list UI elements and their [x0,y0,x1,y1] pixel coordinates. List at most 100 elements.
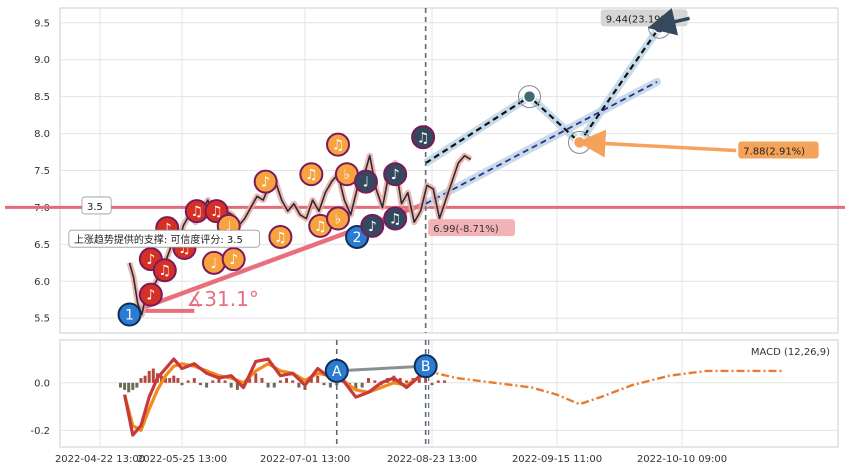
price-ytick-label: 7.5 [34,166,50,177]
marker-label: ♩ [211,256,218,272]
macd-hist-bar [147,370,151,383]
macd-hist-bar [417,375,421,383]
macd-hist-bar [198,382,202,386]
macd-hist-bar [260,378,264,383]
note-marker: ♫ [184,199,209,224]
macd-marker-label: B [421,359,431,375]
macd-hist-bar [254,373,258,383]
macd-hist-bar [335,382,339,386]
annotation-box [68,229,260,248]
note-marker: ♩ [353,169,378,194]
macd-hist-bar [192,378,196,383]
marker-label: ♭ [344,167,351,183]
marker-label: ♪ [229,252,238,268]
marker-label: ♪ [146,252,155,268]
note-marker: ♫ [326,132,351,157]
macd-hist-bar [328,382,332,388]
marker-label: ♫ [314,219,327,235]
xtick-label: 2022-07-01 13:00 [260,454,350,465]
marker-label: ♫ [190,204,203,220]
macd-hist-bar [131,382,135,390]
note-marker: ♫ [152,258,177,283]
macd-hist-bar [186,380,190,383]
macd-hist-bar [430,382,434,386]
angle-label: ∡31.1° [186,287,258,311]
marker-label: ♫ [305,167,318,183]
marker-circle [383,206,408,231]
xtick-label: 2022-04-22 13:00 [55,454,145,465]
macd-signal-line [123,362,427,432]
marker-label: ♫ [332,138,345,154]
marker-circle [117,302,142,327]
macd-hist-bar [229,382,233,388]
annotation-box [428,219,515,237]
macd-hist-bar [164,378,168,383]
macd-hist-bar [405,380,409,383]
annotation-text: 3.5 [87,202,103,213]
marker-circle [268,224,293,249]
marker-label: ♫ [417,130,430,146]
marker-label: ♫ [274,230,287,246]
annotation-box [738,141,819,159]
marker-circle [383,162,408,187]
macd-hist-bar [211,380,215,383]
note-marker: ♪ [138,282,163,307]
note-marker: ♩ [201,250,226,275]
marker-label: ♪ [163,221,172,237]
marker-circle [152,258,177,283]
projection-node [522,89,537,104]
macd-hist-bar [398,378,402,383]
macd-hist-bar [223,380,227,383]
macd-hist-bar [272,382,276,388]
annotation-arrow [647,8,690,36]
macd-hist-bar [235,382,239,390]
macd-marker-label: A [332,364,342,380]
marker-label: 2 [353,230,362,246]
macd-hist-bar [160,375,163,383]
price-panel: 5.56.06.57.07.58.08.59.09.5∡31.1°12♪♪♫♪♫… [5,7,845,334]
macd-hist-bar [119,382,122,388]
macd-hist-bar [127,382,131,393]
macd-hist-bar [151,368,155,383]
macd-hist-bar [436,380,440,383]
note-marker: ♫ [299,162,324,187]
marker-label: ♫ [210,204,223,220]
marker-label: ♪ [391,167,400,183]
xtick-label: 2022-05-25 13:00 [137,454,227,465]
note-marker: ♫ [268,224,293,249]
macd-hist-bar [443,380,446,383]
macd-hist-bar [139,378,143,383]
annotation-arrow [577,129,737,158]
annotation-3: 上涨趋势提供的支撑: 可信度评分: 3.5 [68,229,260,248]
annotation-4: 3.5 [81,196,112,215]
marker-label: ♪ [261,175,270,191]
ab-connector [336,364,426,373]
marker-circle [221,247,246,272]
macd-hist-bar [373,380,377,383]
note-marker: ♭ [326,206,351,231]
projection-high-line [425,26,661,165]
price-ytick-label: 8.0 [34,129,50,140]
price-ytick-label: 6.0 [34,277,50,288]
price-ytick-label: 9.5 [34,18,50,29]
macd-hist-bar [309,378,313,383]
macd-title: MACD (12,26,9) [751,347,830,358]
macd-hist-bar [316,375,320,383]
macd-hist-bar [322,382,326,386]
macd-hist-bar [248,375,252,383]
projection-node [572,135,587,150]
macd-hist-bar [168,378,172,383]
annotation-1: 7.88(2.91%) [577,129,819,159]
xtick-label: 2022-08-23 13:00 [387,454,477,465]
marker-label: ♭ [335,212,342,228]
price-ytick-label: 8.5 [34,92,50,103]
marker-circle [299,162,324,187]
macd-hist-bar [180,382,184,386]
macd-frame [59,339,839,448]
annotation-0: 9.44(23.19%) [600,8,690,36]
annotation-box [81,196,112,215]
marker-label: ♩ [363,175,370,191]
marker-label: ♫ [158,263,171,279]
macd-hist-bar [123,382,127,390]
